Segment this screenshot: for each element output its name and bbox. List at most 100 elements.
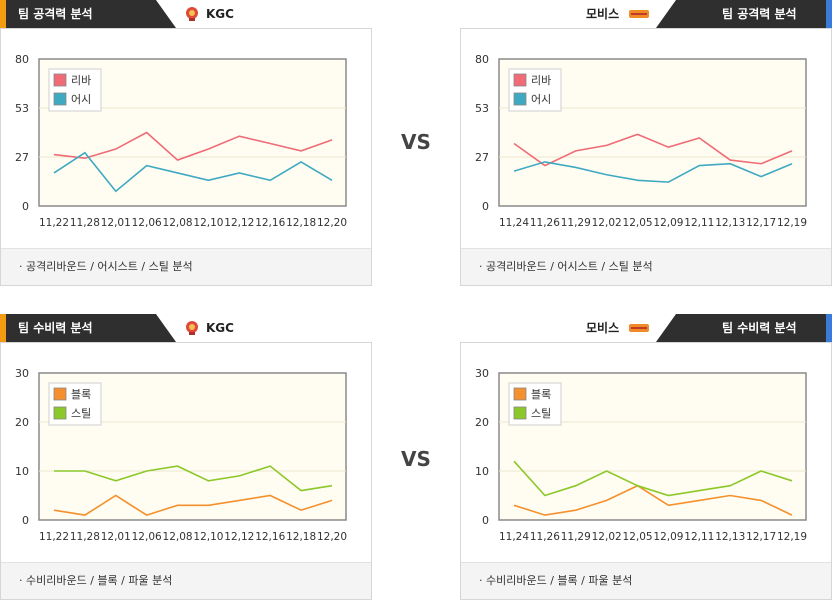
chart-box: 0 10 20 30 11,22 11,28 12,01 12,06 12,08 12,10 12,… — [0, 342, 372, 600]
x-tick-label: 11,22 — [39, 531, 69, 543]
panel-footer: · 공격리바운드 / 어시스트 / 스틸 분석 — [1, 248, 371, 285]
x-tick-label: 12,10 — [193, 217, 223, 229]
y-tick-label: 30 — [15, 367, 29, 380]
y-tick-label: 53 — [475, 102, 489, 115]
x-tick-label: 12,13 — [715, 217, 745, 229]
legend-label: 어시 — [531, 93, 551, 106]
y-tick-label: 20 — [15, 416, 29, 429]
chart-box: 0 27 53 80 11,22 11,28 12,01 12,06 12,08 12,10 12,… — [0, 28, 372, 286]
x-tick-label: 12,02 — [592, 217, 622, 229]
header-stripe — [826, 0, 832, 28]
x-tick-label: 12,08 — [163, 217, 193, 229]
series-line — [513, 484, 793, 516]
kgc-logo-icon — [186, 7, 198, 21]
footer-caption: · 수비리바운드 / 블록 / 파울 분석 — [479, 574, 633, 587]
vs-label-defense: VS — [401, 447, 431, 471]
series-line — [53, 151, 333, 193]
x-tick-label: 12,19 — [777, 531, 807, 543]
mobis-logo-icon — [629, 324, 649, 332]
header-stripe — [0, 314, 6, 342]
x-tick-label: 11,26 — [530, 217, 560, 229]
legend-swatch — [513, 73, 527, 87]
x-tick-label: 12,19 — [777, 217, 807, 229]
x-tick-label: 11,29 — [561, 217, 591, 229]
header-team-name: KGC — [206, 321, 234, 335]
legend-label: 스틸 — [71, 407, 91, 420]
x-tick-label: 12,18 — [286, 531, 316, 543]
panel-footer: · 수비리바운드 / 블록 / 파울 분석 — [461, 562, 831, 599]
x-tick-label: 12,13 — [715, 531, 745, 543]
x-tick-label: 11,26 — [530, 531, 560, 543]
y-tick-label: 10 — [15, 465, 29, 478]
panel-mobis-defense: 모비스 팀 수비력 분석 0 10 20 30 11,24 11,26 11,29 12,02… — [460, 314, 832, 600]
y-tick-label: 53 — [15, 102, 29, 115]
y-tick-label: 20 — [475, 416, 489, 429]
legend-label: 블록 — [71, 388, 91, 401]
x-tick-label: 12,05 — [623, 217, 653, 229]
y-tick-label: 0 — [22, 200, 29, 213]
legend-swatch — [53, 92, 67, 106]
header-title: 팀 수비력 분석 — [18, 321, 93, 335]
panel-kgc-defense: 팀 수비력 분석 KGC 0 10 20 30 11,22 11,28 12,01 12,06… — [0, 314, 372, 600]
y-tick-label: 0 — [482, 200, 489, 213]
legend-label: 리바 — [531, 74, 551, 87]
panel-kgc-offense: 팀 공격력 분석 KGC 0 27 53 80 11,22 11,28 12,01 12,06… — [0, 0, 372, 286]
series-line — [53, 131, 333, 161]
x-tick-label: 11,24 — [499, 217, 529, 229]
x-tick-label: 11,28 — [70, 531, 100, 543]
panel-header: 팀 공격력 분석 KGC — [0, 0, 372, 28]
header-team-name: KGC — [206, 7, 234, 21]
series-line — [53, 494, 333, 516]
header-bar — [656, 0, 826, 28]
x-tick-label: 12,16 — [255, 531, 285, 543]
legend-label: 스틸 — [531, 407, 551, 420]
y-tick-label: 27 — [15, 151, 29, 164]
x-tick-label: 12,10 — [193, 531, 223, 543]
legend-swatch — [513, 387, 527, 401]
panel-mobis-offense: 모비스 팀 공격력 분석 0 27 53 80 11,24 11,26 11,29 12,02… — [460, 0, 832, 286]
header-bar — [6, 314, 176, 342]
y-tick-label: 0 — [482, 514, 489, 527]
legend-swatch — [53, 406, 67, 420]
header-title: 팀 공격력 분석 — [18, 7, 93, 21]
mobis-logo-icon — [629, 10, 649, 18]
header-bar — [656, 314, 826, 342]
footer-caption: · 수비리바운드 / 블록 / 파울 분석 — [19, 574, 173, 587]
x-tick-label: 12,16 — [255, 217, 285, 229]
header-stripe — [826, 314, 832, 342]
x-tick-label: 12,06 — [132, 531, 162, 543]
chart-box: 0 10 20 30 11,24 11,26 11,29 12,02 12,05 12,09 12,… — [460, 342, 832, 600]
x-tick-label: 12,05 — [623, 531, 653, 543]
x-tick-label: 12,12 — [224, 531, 254, 543]
series-line — [54, 465, 333, 492]
x-tick-label: 11,29 — [561, 531, 591, 543]
x-tick-label: 11,28 — [70, 217, 100, 229]
x-tick-label: 12,11 — [684, 531, 714, 543]
legend-swatch — [513, 406, 527, 420]
header-bar — [6, 0, 176, 28]
y-tick-label: 27 — [475, 151, 489, 164]
x-tick-label: 11,22 — [39, 217, 69, 229]
panel-header: 모비스 팀 수비력 분석 — [460, 314, 832, 342]
kgc-logo-icon — [186, 321, 198, 335]
x-tick-label: 11,24 — [499, 531, 529, 543]
panel-footer: · 수비리바운드 / 블록 / 파울 분석 — [1, 562, 371, 599]
x-tick-label: 12,01 — [101, 531, 131, 543]
x-tick-label: 12,11 — [684, 217, 714, 229]
header-team-name: 모비스 — [586, 7, 620, 21]
y-tick-label: 10 — [475, 465, 489, 478]
x-tick-label: 12,20 — [317, 531, 347, 543]
legend-swatch — [513, 92, 527, 106]
x-tick-label: 12,02 — [592, 531, 622, 543]
header-title: 팀 수비력 분석 — [722, 321, 797, 335]
footer-caption: · 공격리바운드 / 어시스트 / 스틸 분석 — [479, 260, 653, 273]
y-tick-label: 80 — [475, 53, 489, 66]
x-tick-label: 12,18 — [286, 217, 316, 229]
y-tick-label: 0 — [22, 514, 29, 527]
series-line — [513, 133, 793, 167]
